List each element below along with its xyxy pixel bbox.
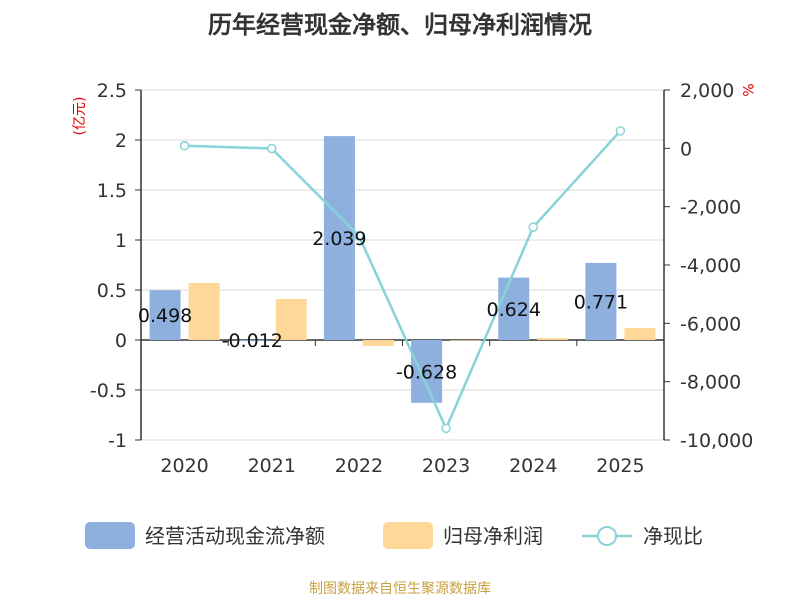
left-axis-unit: (亿元) [72,97,88,136]
chart-svg: 历年经营现金净额、归母净利润情况 (亿元) % 2.5 2 1.5 1 0.5 0 -0.5… [0,0,800,600]
x-tick-label: 2023 [422,455,470,477]
ratio-point [616,127,624,135]
x-tick-label: 2024 [509,455,557,477]
data-label-cashflow: 0.624 [487,299,541,321]
legend-swatch-cashflow [85,522,135,549]
ratio-point [181,142,189,150]
legend-label-ratio: 净现比 [643,524,703,548]
legend-marker-ratio [598,527,616,545]
right-tick-label: -6,000 [680,313,741,335]
left-tick-label: 1.5 [97,180,127,202]
chart-title: 历年经营现金净额、归母净利润情况 [208,11,592,39]
legend: 经营活动现金流净额 归母净利润 净现比 [85,522,703,549]
legend-swatch-netprofit [383,522,433,549]
bar-netprofit [189,283,220,340]
bar-netprofit [450,340,481,341]
right-tick-label: 2,000 [680,80,734,102]
legend-label-cashflow: 经营活动现金流净额 [145,524,325,548]
line-layer [181,127,625,433]
bar-netprofit [537,338,568,340]
right-tick-label: 0 [680,138,692,160]
right-tick-label: -2,000 [680,197,741,219]
left-tick-label: 0.5 [97,280,127,302]
left-tick-label: -0.5 [90,380,127,402]
data-label-cashflow: -0.628 [396,361,457,383]
ratio-point [268,144,276,152]
ratio-point [529,223,537,231]
x-tick-label: 2025 [596,455,644,477]
data-label-cashflow: 0.771 [574,291,628,313]
left-tick-label: 2.5 [97,80,127,102]
x-tick-label: 2021 [248,455,296,477]
chart-root: 历年经营现金净额、归母净利润情况 (亿元) % 2.5 2 1.5 1 0.5 0 -0.5… [0,0,800,600]
legend-label-netprofit: 归母净利润 [443,524,543,548]
data-label-cashflow: -0.012 [222,330,283,352]
data-label-cashflow: 0.498 [138,305,192,327]
ratio-line [185,131,621,429]
left-tick-label: 1 [115,230,127,252]
right-tick-label: -4,000 [680,255,741,277]
bar-netprofit [363,340,394,346]
bar-netprofit [624,328,655,340]
right-axis-unit: % [739,83,755,96]
left-tick-label: 2 [115,130,127,152]
x-tick-label: 2020 [160,455,208,477]
ratio-point [442,424,450,432]
left-tick-label: -1 [108,430,127,452]
right-tick-label: -8,000 [680,372,741,394]
right-tick-label: -10,000 [680,430,753,452]
x-tick-label: 2022 [335,455,383,477]
left-tick-label: 0 [115,330,127,352]
source-note: 制图数据来自恒生聚源数据库 [309,581,491,597]
data-label-cashflow: 2.039 [312,228,366,250]
